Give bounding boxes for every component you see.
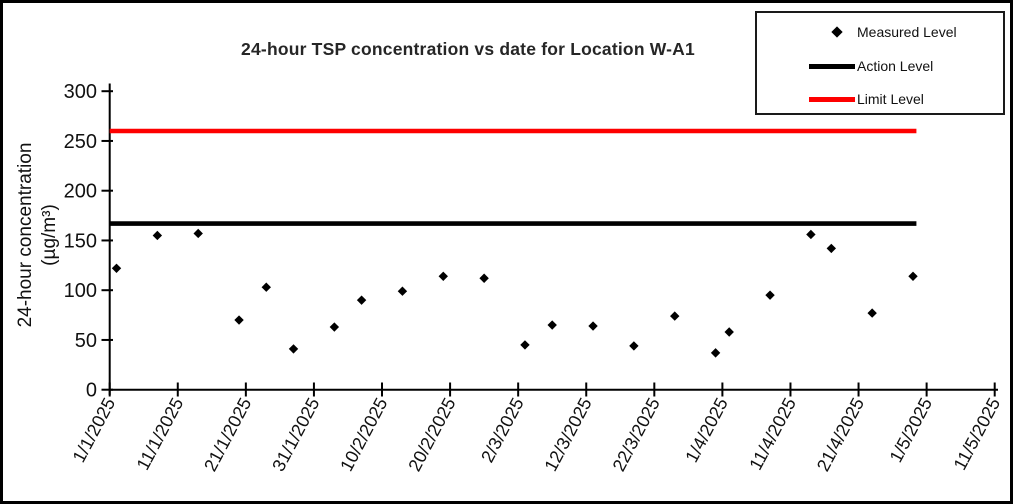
legend-item-measured-level: Measured Level: [757, 15, 1003, 49]
x-tick-label: 1/5/2025: [886, 394, 937, 465]
data-point: [261, 282, 271, 292]
x-tick-label: 12/3/2025: [541, 394, 596, 474]
data-point: [588, 321, 598, 331]
data-point: [547, 320, 557, 330]
plot-area: 0 50 100 150 200 250 300 1/1/2025 11/1/2025 21/1/…: [64, 81, 1005, 474]
data-point: [806, 229, 816, 240]
x-tick-label: 31/1/2025: [268, 394, 323, 474]
data-point: [234, 315, 244, 325]
data-point: [438, 271, 448, 281]
data-point: [329, 322, 340, 332]
limit-line-marker-icon: [809, 97, 855, 102]
data-point: [520, 340, 530, 350]
y-tick-label: 0: [86, 380, 97, 402]
action-line-marker-icon: [809, 64, 855, 69]
data-point: [710, 348, 721, 358]
y-tick-label: 200: [64, 181, 97, 203]
data-point: [397, 286, 408, 296]
x-tick-label: 22/3/2025: [609, 394, 664, 474]
data-point: [152, 230, 163, 241]
y-tick-label: 300: [64, 81, 97, 103]
x-tick-label: 11/5/2025: [950, 394, 1005, 473]
data-point: [826, 243, 837, 254]
legend-item-limit-level: Limit Level: [757, 82, 1003, 116]
x-tick-label: 10/2/2025: [336, 394, 391, 474]
data-point: [356, 295, 367, 305]
x-tick-label: 20/2/2025: [404, 394, 459, 474]
y-tick-label: 50: [75, 330, 97, 352]
data-point: [670, 311, 680, 321]
x-tick-label: 11/1/2025: [133, 394, 188, 473]
diamond-marker-icon: [831, 26, 843, 38]
data-point: [111, 263, 122, 274]
data-point: [479, 273, 489, 283]
legend: Measured Level Action Level Limit Level: [755, 11, 1005, 115]
data-point: [908, 271, 918, 281]
chart-title: 24-hour TSP concentration vs date for Lo…: [241, 39, 695, 59]
x-tick-label: 2/3/2025: [477, 394, 528, 465]
y-tick-label: 150: [64, 230, 97, 252]
data-point: [629, 341, 639, 351]
data-point: [288, 344, 299, 354]
data-point: [724, 327, 734, 337]
legend-item-action-level: Action Level: [757, 49, 1003, 83]
x-tick-label: 21/4/2025: [813, 394, 868, 474]
x-tick-label: 11/4/2025: [745, 394, 800, 473]
legend-label: Action Level: [857, 58, 934, 74]
data-point: [193, 228, 203, 239]
y-tick-label: 250: [64, 131, 97, 153]
x-tick-label: 1/4/2025: [681, 394, 732, 465]
legend-label: Limit Level: [857, 91, 924, 107]
data-point: [867, 308, 877, 318]
y-tick-label: 100: [64, 280, 97, 302]
x-tick-label: 1/1/2025: [69, 394, 120, 465]
legend-label: Measured Level: [857, 24, 957, 40]
data-point: [765, 290, 775, 300]
x-tick-label: 21/1/2025: [200, 394, 255, 474]
